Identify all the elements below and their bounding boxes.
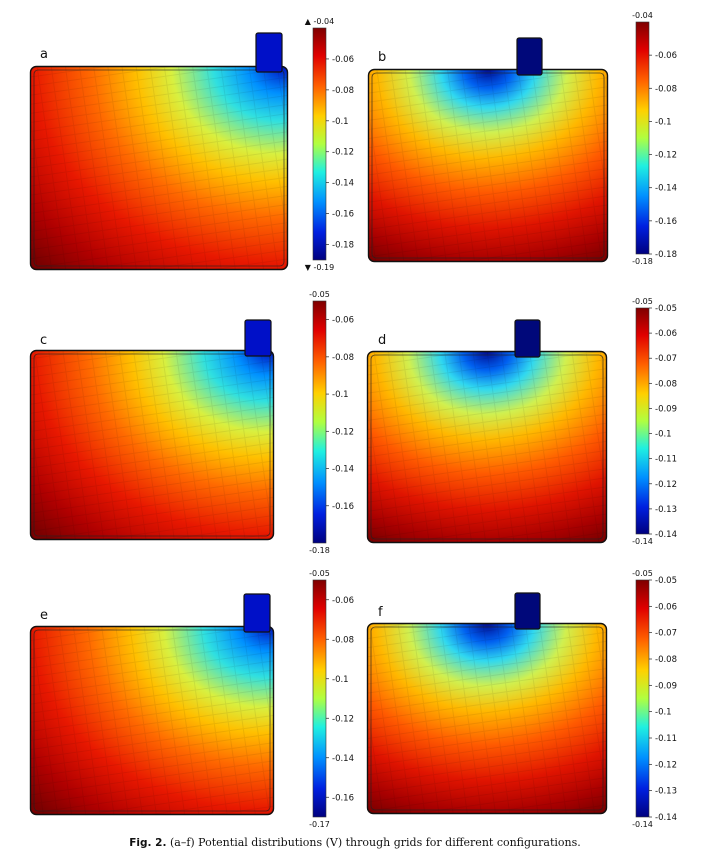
colorbar-max-label: -0.05 — [632, 569, 653, 578]
grid-tab-c — [244, 319, 272, 357]
panel-a: a ▲ -0.04 ▼ -0.19 -0.06 -0.08 -0.1 -0.12 -0.14 -… — [29, 17, 354, 272]
colorbar-min-label: ▼ -0.19 — [305, 263, 334, 272]
grid-tab-f — [514, 592, 541, 630]
grid-plate-f — [366, 622, 608, 815]
colorbar-tick-label: -0.18 — [655, 250, 677, 260]
colorbar-b: -0.04 -0.18 -0.06 -0.08 -0.1 -0.12 -0.14 -0.16 -… — [632, 11, 677, 266]
colorbar-tick-label: -0.06 — [655, 329, 677, 339]
colorbar-tick-label: -0.12 — [655, 480, 677, 490]
colorbar-tick-label: -0.06 — [332, 316, 354, 326]
colorbar-tick-label: -0.1 — [332, 117, 349, 127]
colorbar-tick-label: -0.13 — [655, 505, 677, 515]
panel-label-f: f — [378, 605, 383, 620]
colorbar-tick-label: -0.18 — [332, 241, 354, 251]
panel-label-b: b — [378, 50, 386, 65]
colorbar-max-label: -0.05 — [632, 297, 653, 306]
colorbar-tick-label: -0.11 — [655, 734, 677, 744]
panel-label-e: e — [40, 608, 48, 623]
colorbar-tick-label: -0.12 — [332, 148, 354, 158]
colorbar-tick-label: -0.16 — [655, 217, 677, 227]
colorbar-tick-label: -0.08 — [332, 86, 354, 96]
caption-label: Fig. 2. — [129, 837, 167, 849]
colorbar-tick-label: -0.1 — [332, 675, 349, 685]
colorbar-tick-label: -0.07 — [655, 354, 677, 364]
colorbar-min-label: -0.14 — [632, 820, 653, 829]
colorbar-tick-label: -0.05 — [655, 576, 677, 586]
grid-plate-b — [367, 68, 609, 263]
colorbar-max-label: ▲ -0.04 — [305, 17, 334, 26]
colorbar-d: -0.05 -0.14 -0.05 -0.06 -0.07 -0.08 -0.09 -0.1 -… — [632, 297, 677, 546]
colorbar-max-label: -0.05 — [309, 290, 330, 299]
colorbar-tick-label: -0.1 — [332, 390, 349, 400]
colorbar-tick-label: -0.14 — [655, 184, 677, 194]
panel-c: c -0.05 -0.18 -0.06 -0.08 -0.1 -0.12 -0.14 -0.16 — [29, 290, 354, 555]
colorbar-tick-label: -0.14 — [655, 813, 677, 823]
figure: a▲ -0.04▼ -0.19-0.06-0.08-0.1-0.12-0.14-… — [29, 11, 677, 829]
colorbar-tick-label: -0.06 — [332, 55, 354, 65]
colorbar-tick-label: -0.1 — [655, 117, 672, 127]
colorbar-tick-label: -0.09 — [655, 404, 677, 414]
colorbar-tick-label: -0.06 — [655, 51, 677, 61]
colorbar-tick-label: -0.14 — [655, 530, 677, 540]
colorbar-f: -0.05 -0.14 -0.05 -0.06 -0.07 -0.08 -0.09 -0.1 -… — [632, 569, 677, 829]
caption-text: (a–f) Potential distributions (V) throug… — [169, 836, 581, 849]
colorbar-tick-label: -0.08 — [332, 353, 354, 363]
colorbar-tick-label: -0.09 — [655, 681, 677, 691]
colorbar-min-label: -0.18 — [632, 257, 653, 266]
colorbar-min-label: -0.18 — [309, 546, 330, 555]
grid-plate-e — [29, 625, 275, 816]
colorbar-tick-label: -0.1 — [655, 430, 672, 440]
panel-e: e -0.05 -0.17 -0.06 -0.08 -0.1 -0.12 -0.14 -0.16 — [29, 569, 354, 829]
grid-tab-e — [243, 593, 271, 633]
colorbar-tick-label: -0.1 — [655, 708, 672, 718]
colorbar-tick-label: -0.08 — [655, 379, 677, 389]
colorbar-tick-label: -0.13 — [655, 787, 677, 797]
colorbar-tick-label: -0.14 — [332, 754, 354, 764]
colorbar-tick-label: -0.16 — [332, 210, 354, 220]
panel-b: b -0.04 -0.18 -0.06 -0.08 -0.1 -0.12 -0.14 -0.16… — [367, 11, 677, 266]
colorbar-tick-label: -0.12 — [655, 151, 677, 161]
colorbar-tick-label: -0.06 — [655, 602, 677, 612]
grid-tab-b — [516, 37, 543, 76]
colorbar-tick-label: -0.06 — [332, 596, 354, 606]
colorbar-tick-label: -0.14 — [332, 465, 354, 475]
grid-plate-a — [29, 65, 289, 271]
colorbar-min-label: -0.17 — [309, 820, 330, 829]
grid-tab-d — [514, 319, 541, 358]
colorbar-max-label: -0.04 — [632, 11, 653, 20]
colorbar-tick-label: -0.05 — [655, 304, 677, 314]
colorbar-tick-label: -0.14 — [332, 179, 354, 189]
grid-tab-a — [255, 32, 283, 73]
colorbar-e: -0.05 -0.17 -0.06 -0.08 -0.1 -0.12 -0.14 -0.16 — [309, 569, 354, 829]
panel-d: d -0.05 -0.14 -0.05 -0.06 -0.07 -0.08 -0.09 -0.1… — [366, 297, 677, 546]
colorbar-tick-label: -0.12 — [332, 714, 354, 724]
colorbar-tick-label: -0.08 — [655, 84, 677, 94]
colorbar-tick-label: -0.12 — [655, 760, 677, 770]
colorbar-max-label: -0.05 — [309, 569, 330, 578]
figure-caption: Fig. 2. (a–f) Potential distributions (V… — [0, 836, 710, 849]
colorbar-a: ▲ -0.04 ▼ -0.19 -0.06 -0.08 -0.1 -0.12 -0.14 -0… — [305, 17, 354, 272]
colorbar-tick-label: -0.07 — [655, 629, 677, 639]
grid-plate-d — [366, 350, 608, 544]
colorbar-tick-label: -0.08 — [332, 635, 354, 645]
colorbar-tick-label: -0.11 — [655, 455, 677, 465]
colorbar-tick-label: -0.12 — [332, 427, 354, 437]
grid-plate-c — [29, 349, 275, 541]
colorbar-tick-label: -0.08 — [655, 655, 677, 665]
colorbar-tick-label: -0.16 — [332, 793, 354, 803]
panel-f: f -0.05 -0.14 -0.05 -0.06 -0.07 -0.08 -0.09 -0.1… — [366, 569, 677, 829]
colorbar-c: -0.05 -0.18 -0.06 -0.08 -0.1 -0.12 -0.14 -0.16 — [309, 290, 354, 555]
panel-label-c: c — [40, 333, 47, 348]
colorbar-min-label: -0.14 — [632, 537, 653, 546]
panel-label-d: d — [378, 333, 386, 348]
colorbar-tick-label: -0.16 — [332, 502, 354, 512]
panel-label-a: a — [40, 47, 48, 62]
